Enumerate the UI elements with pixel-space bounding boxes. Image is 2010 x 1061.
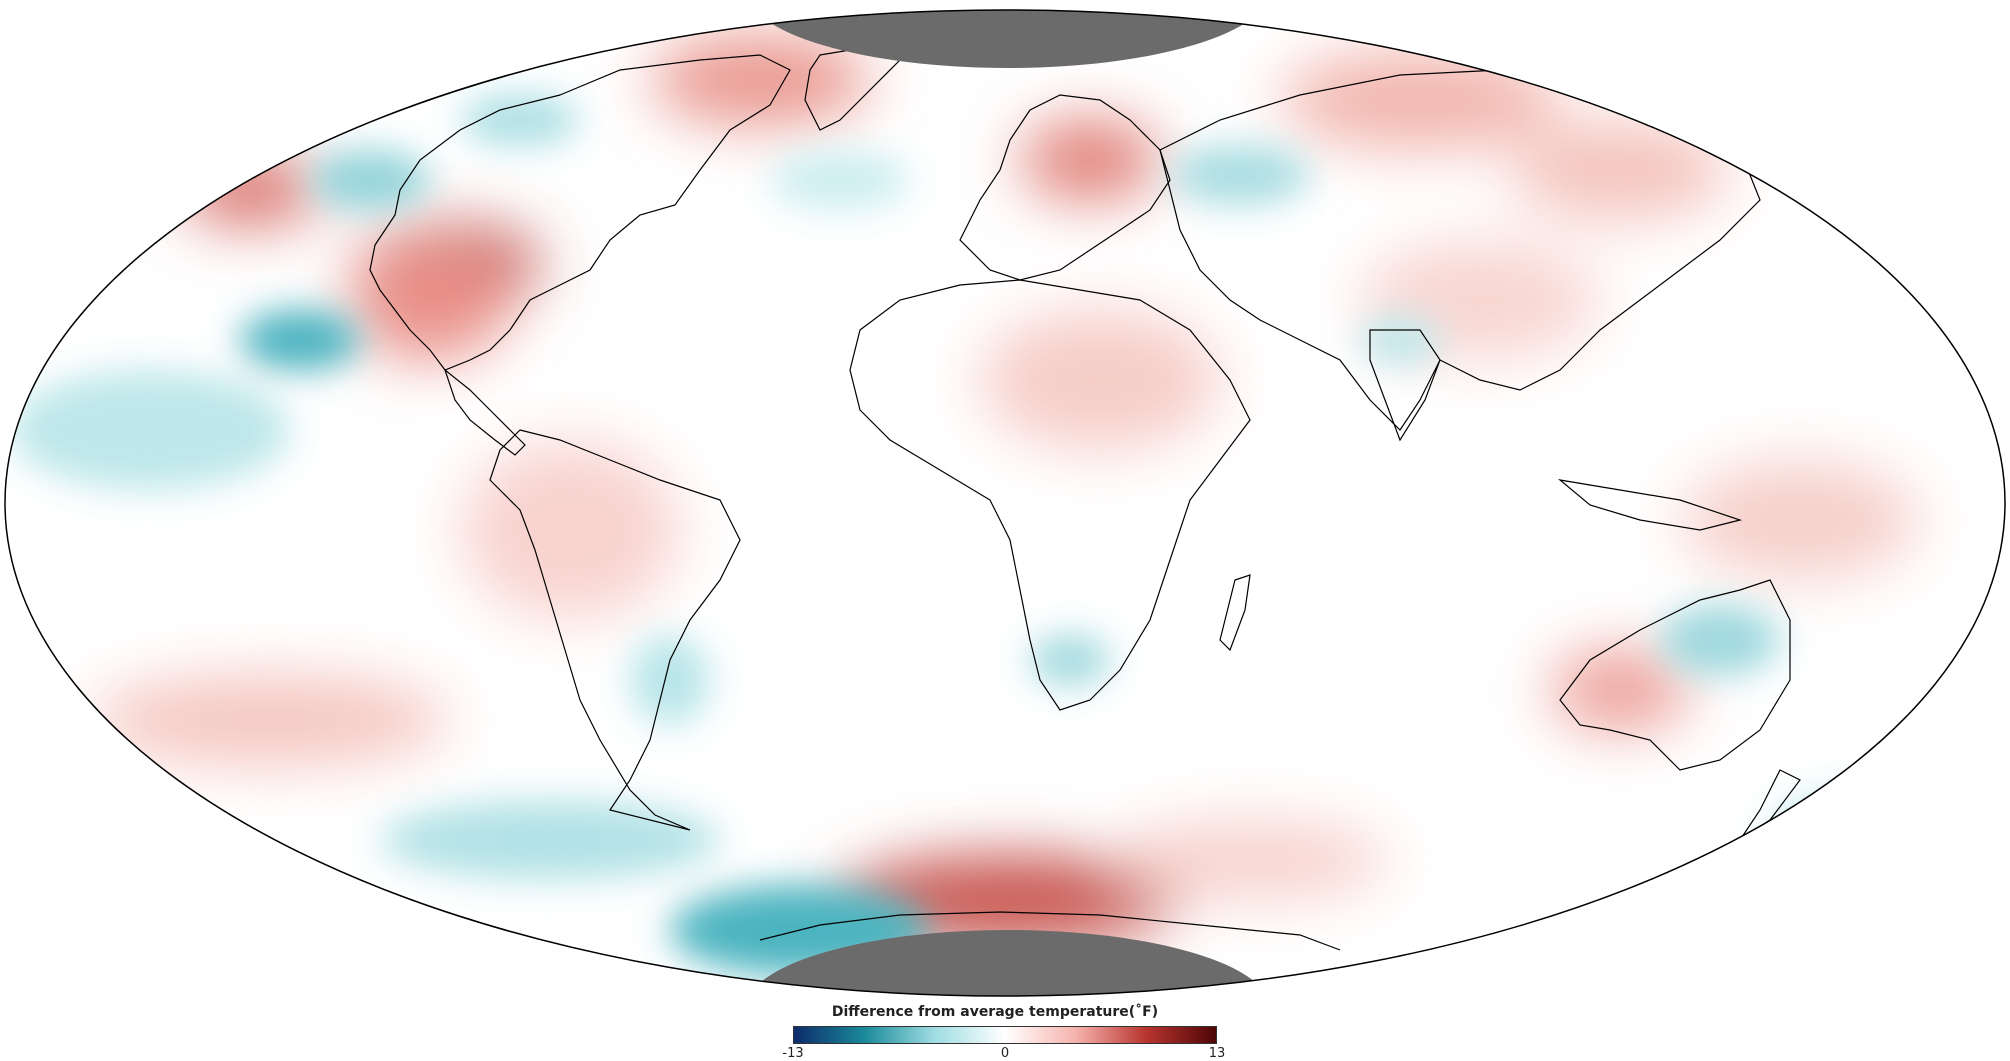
north-america-outline (369, 54, 791, 371)
india-outline (1369, 329, 1441, 442)
temperature-anomaly-map (4, 9, 2006, 997)
legend-title: Difference from average temperature(˚F) (831, 1004, 1159, 1020)
antarctica-outline (759, 911, 1341, 951)
legend-max-label: 13 (1208, 1046, 1226, 1061)
north-pole-mask (746, 10, 1270, 68)
color-legend: Difference from average temperature(˚F) … (760, 1004, 1230, 1061)
legend-color-bar (793, 1026, 1217, 1044)
central-america-outline (443, 368, 526, 456)
south-pole-mask (746, 930, 1270, 996)
legend-mid-label: 0 (1000, 1046, 1010, 1061)
africa-outline (849, 279, 1251, 711)
australia-outline (1559, 579, 1791, 771)
south-america-outline (489, 429, 741, 831)
legend-min-label: -13 (782, 1046, 804, 1061)
globe-border (4, 9, 2006, 997)
globe (10, 10, 1990, 996)
indonesia-outline (1557, 479, 1743, 531)
madagascar-outline (1219, 574, 1251, 652)
